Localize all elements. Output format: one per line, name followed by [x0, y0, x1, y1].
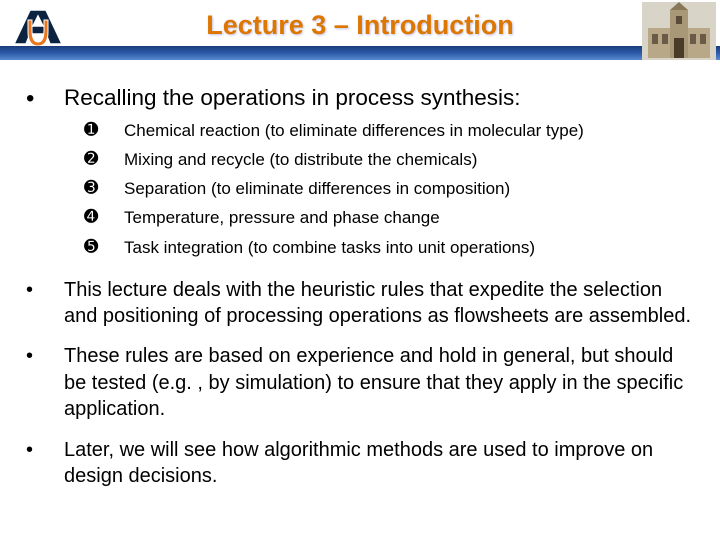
- body-bullet-list: • This lecture deals with the heuristic …: [20, 277, 700, 490]
- body-bullet-item: • These rules are based on experience an…: [20, 343, 700, 422]
- sub-bullet-marker: ➋: [84, 149, 124, 171]
- sub-bullet-text: Mixing and recycle (to distribute the ch…: [124, 149, 477, 171]
- body-bullet-text: This lecture deals with the heuristic ru…: [64, 277, 700, 330]
- heading-bullet: • Recalling the operations in process sy…: [20, 83, 700, 114]
- slide-content: • Recalling the operations in process sy…: [0, 75, 720, 489]
- heading-text: Recalling the operations in process synt…: [64, 83, 521, 114]
- bullet-dot: •: [20, 437, 64, 490]
- header-band: [0, 46, 720, 60]
- sub-bullet-marker: ➌: [84, 178, 124, 200]
- sub-bullet-marker: ➍: [84, 207, 124, 229]
- bullet-dot: •: [20, 343, 64, 422]
- sub-bullet-item: ➌ Separation (to eliminate differences i…: [84, 178, 700, 200]
- sub-bullet-text: Chemical reaction (to eliminate differen…: [124, 120, 584, 142]
- sub-bullet-text: Separation (to eliminate differences in …: [124, 178, 510, 200]
- body-bullet-item: • Later, we will see how algorithmic met…: [20, 437, 700, 490]
- header-bar: Lecture 3 – Introduction: [0, 0, 720, 75]
- sub-bullet-marker: ➎: [84, 237, 124, 259]
- building-image: [642, 2, 716, 65]
- sub-bullet-text: Temperature, pressure and phase change: [124, 207, 440, 229]
- sub-bullet-marker: ➊: [84, 120, 124, 142]
- sub-bullet-item: ➋ Mixing and recycle (to distribute the …: [84, 149, 700, 171]
- bullet-dot: •: [20, 83, 64, 114]
- bullet-dot: •: [20, 277, 64, 330]
- sub-bullet-item: ➍ Temperature, pressure and phase change: [84, 207, 700, 229]
- sub-bullet-list: ➊ Chemical reaction (to eliminate differ…: [84, 120, 700, 258]
- body-bullet-item: • This lecture deals with the heuristic …: [20, 277, 700, 330]
- sub-bullet-item: ➎ Task integration (to combine tasks int…: [84, 237, 700, 259]
- sub-bullet-item: ➊ Chemical reaction (to eliminate differ…: [84, 120, 700, 142]
- sub-bullet-text: Task integration (to combine tasks into …: [124, 237, 535, 259]
- body-bullet-text: Later, we will see how algorithmic metho…: [64, 437, 700, 490]
- page-title: Lecture 3 – Introduction: [0, 10, 720, 41]
- body-bullet-text: These rules are based on experience and …: [64, 343, 700, 422]
